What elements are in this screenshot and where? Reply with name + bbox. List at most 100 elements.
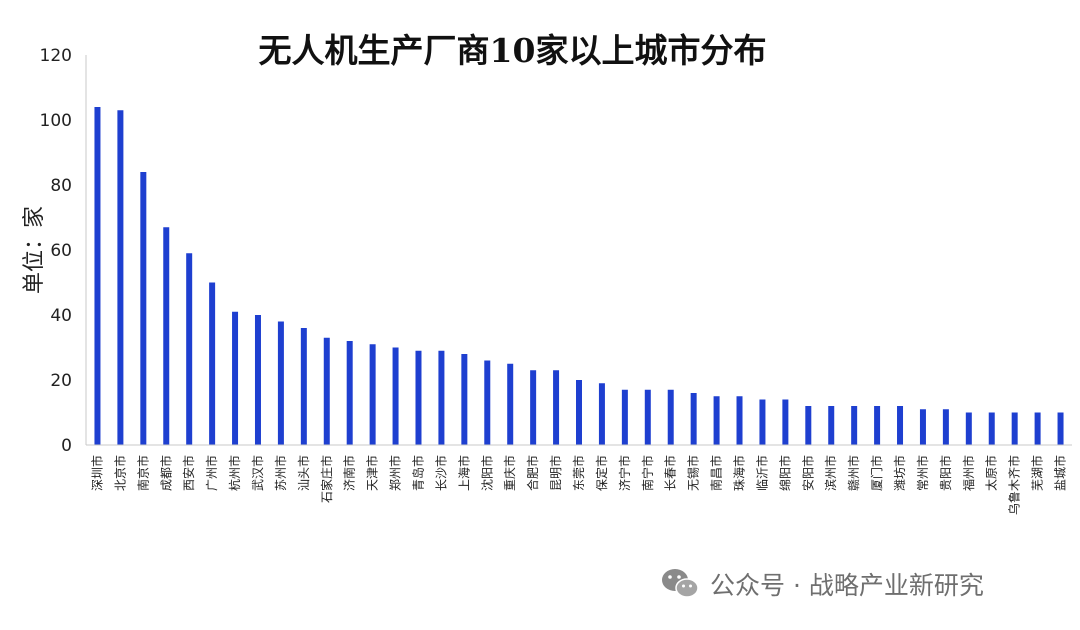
x-axis: 深圳市 北京市 南京市 成都市 西安市 广州市 杭州市 武汉市 苏州市 汕头市 石家庄市 济南市 天津市… xyxy=(86,444,1072,515)
bar xyxy=(530,370,537,445)
bar xyxy=(209,282,216,445)
x-tick-label: 西安市 xyxy=(181,455,196,491)
x-tick-label: 南京市 xyxy=(135,455,150,491)
bar xyxy=(576,380,582,445)
x-tick-label: 常州市 xyxy=(915,455,930,491)
x-tick-label: 长春市 xyxy=(663,455,678,491)
bars xyxy=(94,107,1064,445)
x-tick-label: 沈阳市 xyxy=(479,455,494,491)
x-tick-label: 福州市 xyxy=(961,455,976,491)
x-tick-label: 潍坊市 xyxy=(892,455,907,491)
bar xyxy=(94,107,101,445)
bar xyxy=(782,399,789,445)
bar xyxy=(461,354,468,445)
x-tick-label: 珠海市 xyxy=(732,455,747,491)
wechat-icon xyxy=(662,569,699,598)
bar xyxy=(232,311,239,445)
bar xyxy=(346,341,353,445)
x-tick-label: 盐城市 xyxy=(1053,455,1068,491)
bar xyxy=(392,347,399,445)
x-tick-label: 广州市 xyxy=(204,455,219,491)
x-tick-label: 无锡市 xyxy=(686,455,701,491)
x-tick-label: 太原市 xyxy=(984,455,999,491)
bar xyxy=(805,406,812,445)
bar xyxy=(897,406,904,445)
bar xyxy=(965,412,972,445)
x-tick-label: 南昌市 xyxy=(709,455,724,491)
x-tick-label: 重庆市 xyxy=(502,455,517,491)
watermark: 公众号 · 战略产业新研究 xyxy=(660,566,984,602)
bar xyxy=(736,396,743,445)
x-tick-label: 绵阳市 xyxy=(777,455,792,491)
x-tick-label: 厦门市 xyxy=(869,455,884,491)
y-tick-label: 80 xyxy=(50,176,72,196)
y-tick-label: 0 xyxy=(61,436,72,456)
y-tick-label: 60 xyxy=(50,241,72,261)
bar xyxy=(1011,412,1018,445)
bar xyxy=(323,337,330,445)
bar xyxy=(598,383,605,445)
x-tick-label: 保定市 xyxy=(594,455,609,491)
bar xyxy=(117,110,124,445)
bar xyxy=(1034,412,1041,445)
x-tick-label: 上海市 xyxy=(456,455,471,491)
y-tick-label: 120 xyxy=(40,46,72,66)
bar xyxy=(759,399,766,445)
x-tick-label: 东莞市 xyxy=(571,455,586,491)
bar xyxy=(874,406,881,445)
x-tick-label: 安阳市 xyxy=(800,455,815,491)
bar xyxy=(300,328,307,445)
bar xyxy=(277,321,284,445)
bar xyxy=(1057,412,1064,445)
y-tick-label: 100 xyxy=(40,111,72,131)
bar xyxy=(713,396,720,445)
bar xyxy=(828,406,835,445)
x-tick-label: 乌鲁木齐市 xyxy=(1007,455,1022,515)
bar xyxy=(553,370,560,445)
x-tick-label: 苏州市 xyxy=(273,455,288,491)
chart-title: 无人机生产厂商10家以上城市分布 xyxy=(258,31,767,70)
x-tick-label: 济南市 xyxy=(342,455,357,491)
y-axis: 0 20 40 60 80 100 120 xyxy=(40,46,87,456)
bar xyxy=(851,406,858,445)
x-tick-label: 临沂市 xyxy=(754,455,769,491)
x-tick-label: 合肥市 xyxy=(525,455,540,491)
x-tick-label: 青岛市 xyxy=(410,455,425,491)
x-tick-label: 郑州市 xyxy=(388,455,403,491)
bar xyxy=(690,393,697,445)
x-tick-label: 成都市 xyxy=(158,455,173,491)
x-tick-label: 贵阳市 xyxy=(938,455,953,491)
x-tick-label: 南宁市 xyxy=(640,455,655,491)
bar xyxy=(254,315,261,445)
bar xyxy=(507,363,514,445)
x-tick-label: 杭州市 xyxy=(227,455,242,491)
x-tick-label: 芜湖市 xyxy=(1030,455,1045,491)
x-tick-label: 武汉市 xyxy=(250,455,265,491)
x-tick-label: 济宁市 xyxy=(617,455,632,491)
x-tick-label: 汕头市 xyxy=(296,455,311,491)
bar xyxy=(988,412,995,445)
x-tick-label: 长沙市 xyxy=(433,455,448,491)
x-tick-label: 滨州市 xyxy=(823,455,838,491)
y-tick-label: 20 xyxy=(50,371,72,391)
bar xyxy=(942,409,949,445)
bar xyxy=(919,409,926,445)
x-tick-label: 深圳市 xyxy=(89,455,104,491)
bar xyxy=(140,172,147,445)
bar xyxy=(163,227,170,445)
x-tick-label: 昆明市 xyxy=(548,455,563,491)
x-tick-label: 石家庄市 xyxy=(319,455,334,503)
x-tick-label: 赣州市 xyxy=(846,455,861,491)
bar xyxy=(415,350,422,445)
bar xyxy=(644,389,651,445)
bar xyxy=(369,344,376,445)
bar xyxy=(438,350,445,445)
x-tick-label: 北京市 xyxy=(112,455,127,491)
bar xyxy=(186,253,193,445)
bar xyxy=(621,389,628,445)
watermark-text: 公众号 · 战略产业新研究 xyxy=(710,571,984,600)
bar xyxy=(667,389,674,445)
bar xyxy=(484,360,491,445)
y-tick-label: 40 xyxy=(50,306,72,326)
